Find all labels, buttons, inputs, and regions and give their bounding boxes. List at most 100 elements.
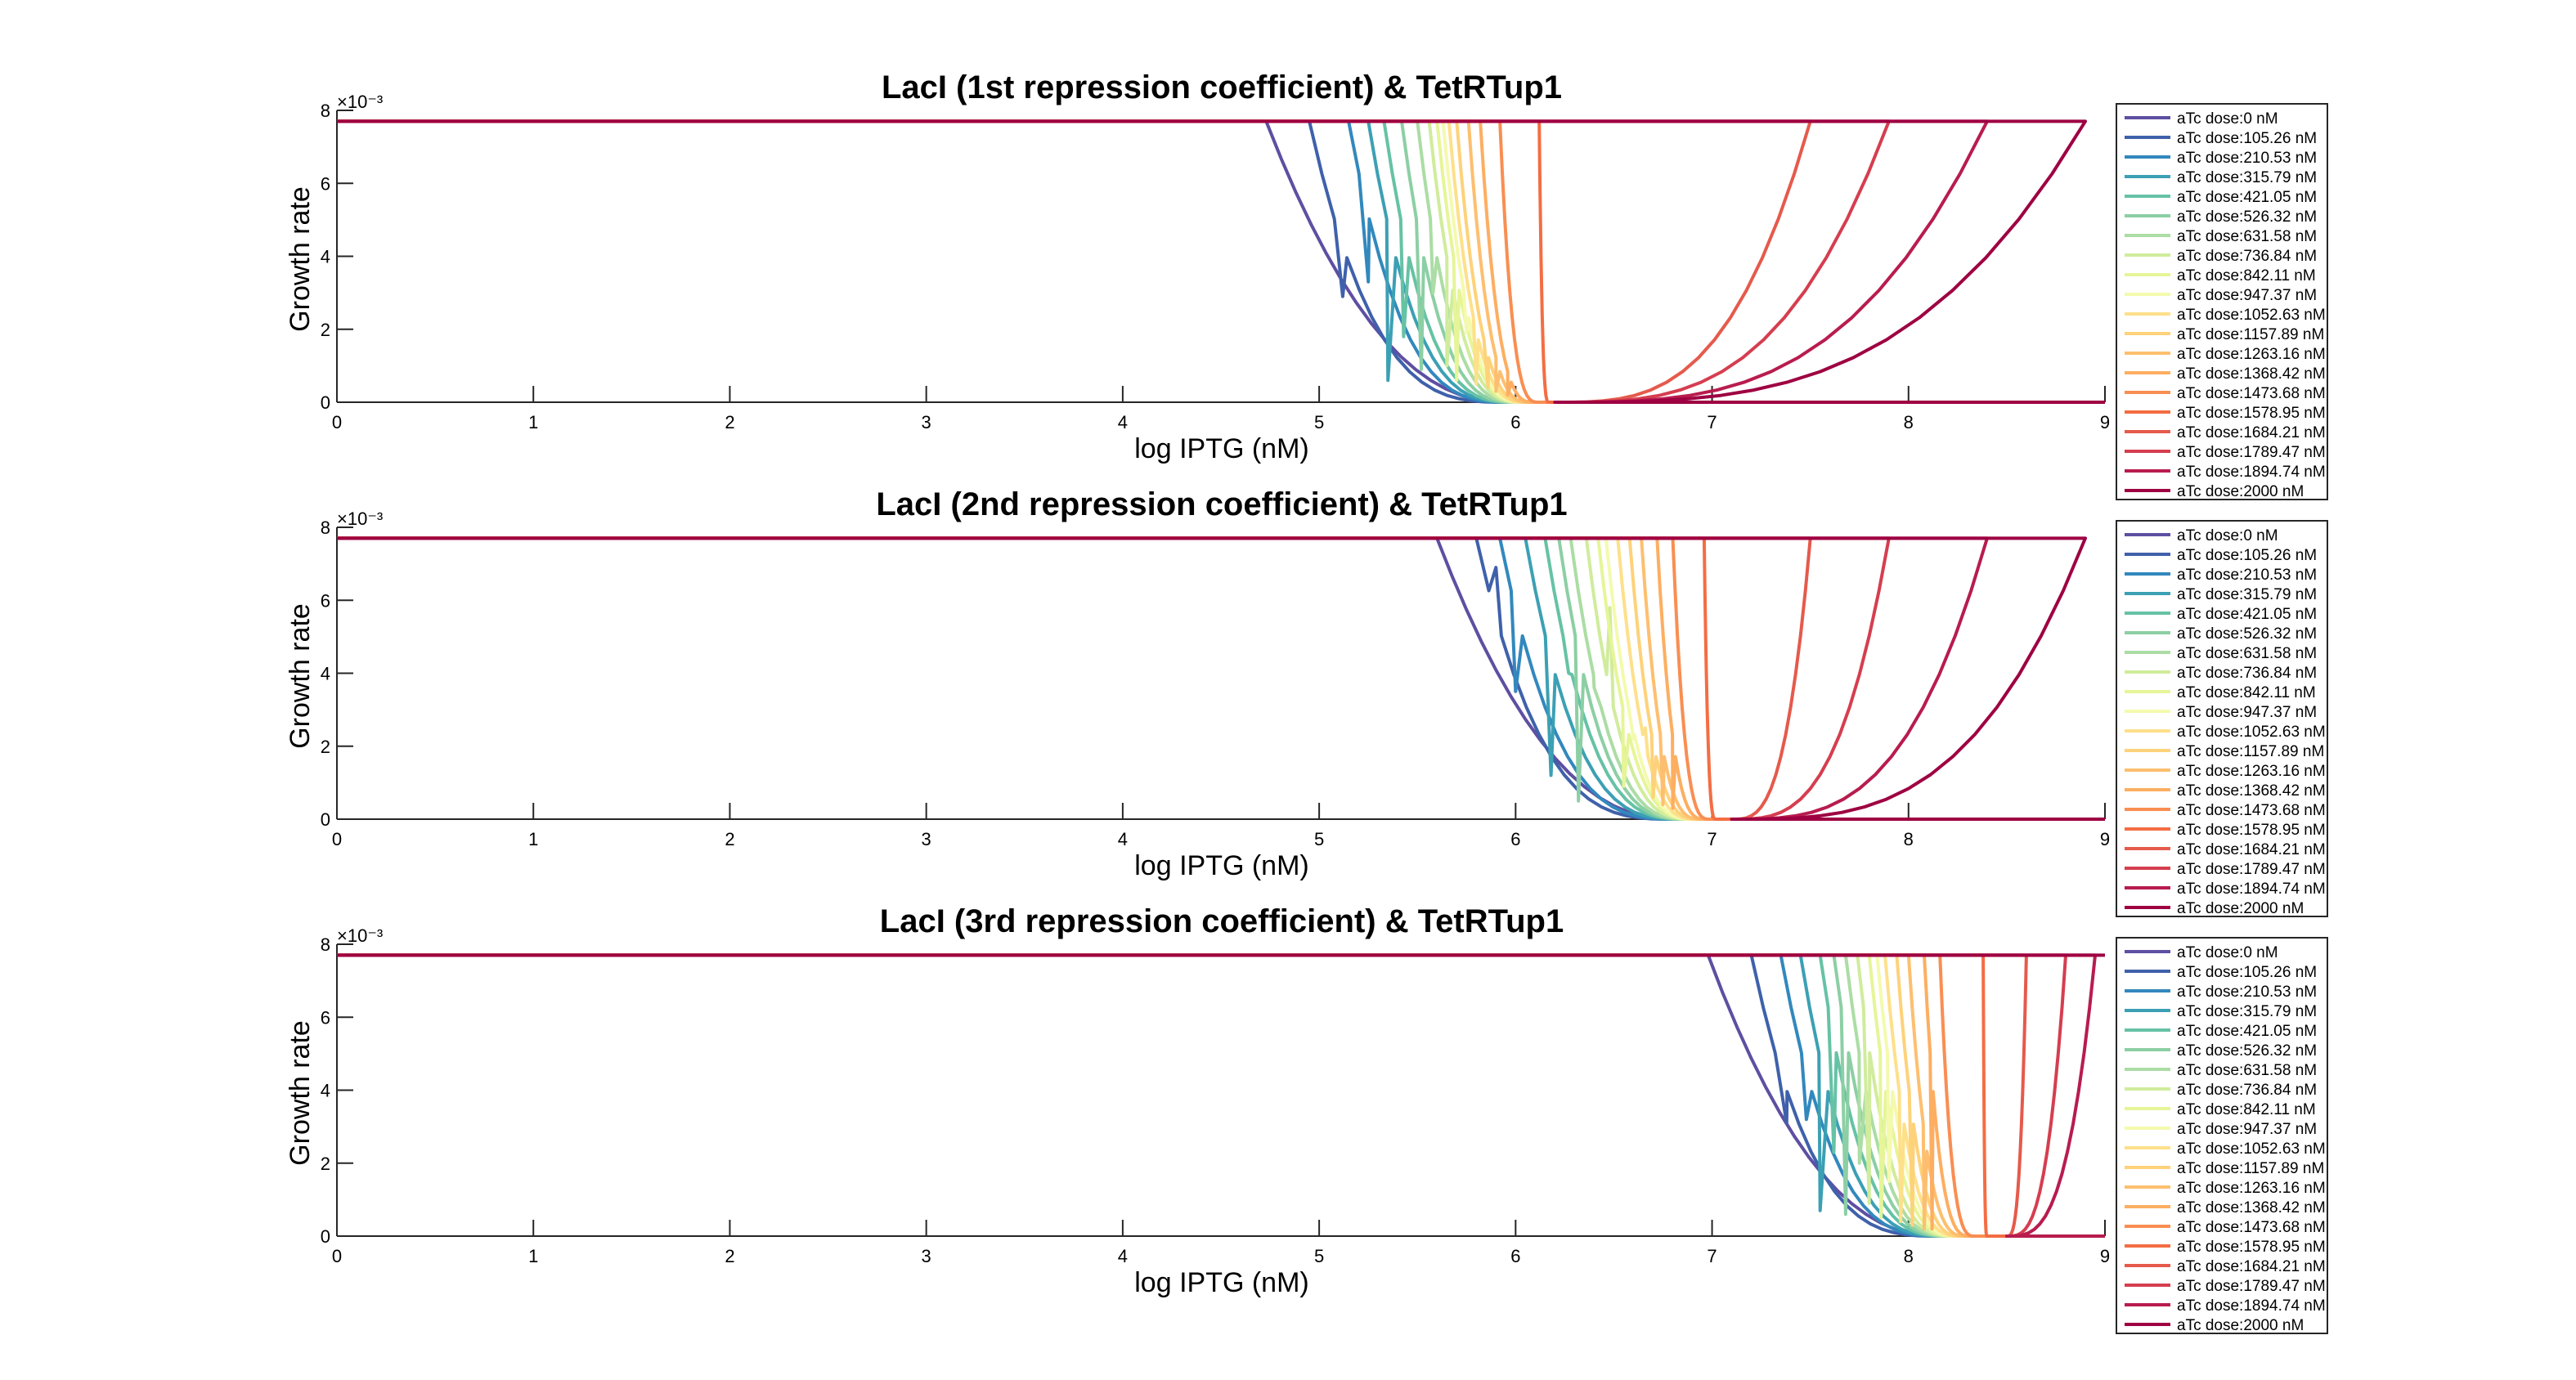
legend-label: aTc dose:421.05 nM (2177, 1023, 2317, 1040)
legend-label: aTc dose:1578.95 nM (2177, 822, 2326, 839)
legend-label: aTc dose:1894.74 nM (2177, 464, 2326, 481)
x-tick-label: 8 (1904, 1246, 1914, 1266)
legend-label: aTc dose:1894.74 nM (2177, 880, 2326, 898)
legend-label: aTc dose:631.58 nM (2177, 645, 2317, 662)
series-line-4 (337, 536, 2105, 821)
legend-box (2116, 520, 2328, 917)
legend-label: aTc dose:1368.42 nM (2177, 782, 2326, 800)
legend-label: aTc dose:1263.16 nM (2177, 763, 2326, 780)
x-tick-label: 3 (922, 412, 931, 432)
legend-box (2116, 937, 2328, 1334)
y-tick-label: 2 (321, 320, 330, 340)
series-line-14 (337, 953, 2105, 1238)
series-line-16 (337, 536, 2105, 821)
x-tick-label: 9 (2100, 412, 2110, 432)
y-tick-label: 6 (321, 173, 330, 194)
y-tick-label: 8 (321, 934, 330, 955)
legend-label: aTc dose:842.11 nM (2177, 267, 2316, 285)
x-axis-label: log IPTG (nM) (1134, 850, 1308, 881)
x-tick-label: 5 (1314, 829, 1324, 849)
legend: aTc dose:0 nM aTc dose:105.26 nM aTc dose:… (2116, 520, 2328, 917)
x-tick-label: 6 (1510, 1246, 1520, 1266)
y-exponent-label: ×10⁻³ (337, 925, 383, 946)
legend-label: aTc dose:105.26 nM (2177, 130, 2317, 147)
x-tick-label: 8 (1904, 829, 1914, 849)
legend-label: aTc dose:1157.89 nM (2177, 743, 2324, 760)
series-line-19 (337, 536, 2105, 821)
y-tick-label: 2 (321, 1154, 330, 1174)
legend-label: aTc dose:736.84 nM (2177, 248, 2317, 265)
series-line-11 (337, 119, 2105, 404)
legend-label: aTc dose:1473.68 nM (2177, 802, 2326, 819)
x-tick-label: 4 (1118, 412, 1128, 432)
legend-label: aTc dose:1368.42 nM (2177, 365, 2326, 383)
legend-label: aTc dose:210.53 nM (2177, 983, 2317, 1001)
x-tick-label: 6 (1510, 829, 1520, 849)
series-line-14 (337, 536, 2105, 821)
series-line-12 (337, 119, 2105, 404)
series-line-0 (337, 119, 2105, 404)
legend-label: aTc dose:1473.68 nM (2177, 385, 2326, 402)
legend: aTc dose:0 nM aTc dose:105.26 nM aTc dose:… (2116, 937, 2328, 1334)
legend-label: aTc dose:210.53 nM (2177, 150, 2317, 167)
legend-label: aTc dose:842.11 nM (2177, 1101, 2316, 1118)
legend-label: aTc dose:736.84 nM (2177, 665, 2317, 682)
axes: 0 1 2 3 4 5 6 7 8 9 0 2 4 6 8 (321, 934, 2110, 1266)
series-line-6 (337, 119, 2105, 404)
series-line-13 (337, 119, 2105, 404)
x-tick-label: 9 (2100, 1246, 2110, 1266)
legend-label: aTc dose:947.37 nM (2177, 1121, 2317, 1138)
x-tick-label: 5 (1314, 412, 1324, 432)
series-line-1 (337, 119, 2105, 404)
legend-label: aTc dose:1789.47 nM (2177, 861, 2326, 878)
series-line-6 (337, 536, 2105, 821)
x-tick-label: 2 (725, 1246, 734, 1266)
series-line-13 (337, 536, 2105, 821)
legend-label: aTc dose:421.05 nM (2177, 606, 2317, 623)
series-line-7 (337, 536, 2105, 821)
legend-label: aTc dose:1894.74 nM (2177, 1297, 2326, 1315)
subplot-2: LacI (2nd repression coefficient) & TetR… (285, 486, 2328, 917)
legend-label: aTc dose:105.26 nM (2177, 547, 2317, 564)
series-line-2 (337, 536, 2105, 821)
legend: aTc dose:0 nM aTc dose:105.26 nM aTc dose:… (2116, 103, 2328, 500)
series-line-5 (337, 119, 2105, 404)
legend-box (2116, 103, 2328, 500)
series-line-12 (337, 953, 2105, 1238)
legend-label: aTc dose:526.32 nM (2177, 625, 2317, 643)
series-line-15 (337, 953, 2105, 1238)
legend-label: aTc dose:2000 nM (2177, 1317, 2304, 1334)
x-tick-label: 7 (1707, 1246, 1717, 1266)
legend-label: aTc dose:1157.89 nM (2177, 326, 2324, 343)
x-tick-label: 4 (1118, 829, 1128, 849)
legend-label: aTc dose:421.05 nM (2177, 189, 2317, 206)
y-tick-label: 0 (321, 1226, 330, 1247)
series-line-18 (337, 119, 2105, 404)
legend-label: aTc dose:315.79 nM (2177, 586, 2317, 603)
legend-label: aTc dose:631.58 nM (2177, 228, 2317, 245)
legend-label: aTc dose:947.37 nM (2177, 287, 2317, 304)
legend-label: aTc dose:736.84 nM (2177, 1082, 2317, 1099)
series-line-1 (337, 536, 2105, 821)
x-tick-label: 1 (528, 1246, 538, 1266)
y-tick-label: 8 (321, 518, 330, 538)
x-tick-label: 7 (1707, 412, 1717, 432)
y-tick-label: 0 (321, 809, 330, 830)
series-line-9 (337, 119, 2105, 404)
x-axis-label: log IPTG (nM) (1134, 1267, 1308, 1298)
legend-label: aTc dose:631.58 nM (2177, 1062, 2317, 1079)
series-line-10 (337, 119, 2105, 404)
y-axis-label: Growth rate (285, 1020, 316, 1166)
y-axis-label: Growth rate (285, 186, 316, 332)
x-tick-label: 0 (332, 1246, 342, 1266)
legend-label: aTc dose:0 nM (2177, 110, 2278, 128)
series-line-8 (337, 536, 2105, 821)
series-line-11 (337, 953, 2105, 1238)
series-line-16 (337, 119, 2105, 404)
x-tick-label: 1 (528, 412, 538, 432)
x-tick-label: 3 (922, 1246, 931, 1266)
x-tick-label: 2 (725, 829, 734, 849)
series-line-10 (337, 536, 2105, 821)
legend-label: aTc dose:1684.21 nM (2177, 424, 2326, 441)
